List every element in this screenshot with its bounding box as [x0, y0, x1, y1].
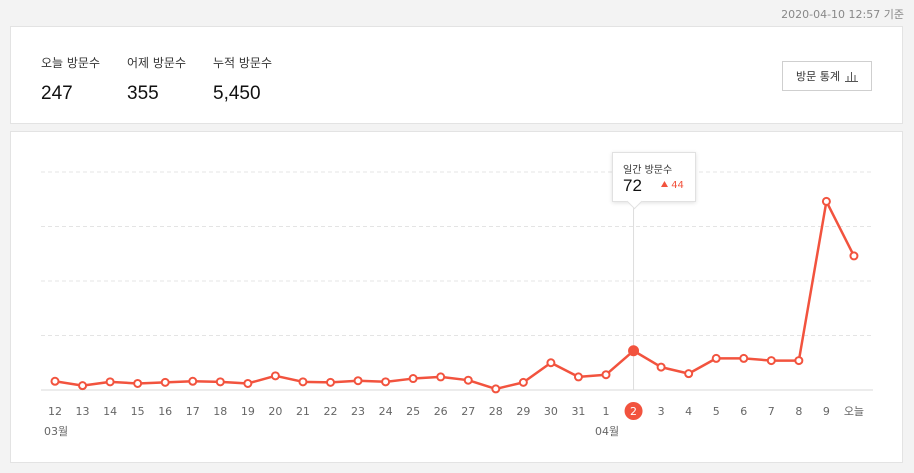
data-point	[133, 378, 143, 388]
stat-total: 누적 방문수 5,450	[213, 54, 272, 105]
series-line	[54, 200, 856, 391]
data-point	[298, 377, 308, 387]
data-point	[849, 251, 859, 261]
stats-card: 오늘 방문수 247 어제 방문수 355 누적 방문수 5,450 방문 통계	[10, 26, 903, 124]
data-point	[766, 356, 776, 366]
x-tick-label: 30	[544, 405, 558, 418]
x-tick-label: 25	[406, 405, 420, 418]
data-point	[160, 377, 170, 387]
data-point-highlight	[628, 345, 640, 357]
stat-value: 355	[127, 83, 159, 104]
data-point	[601, 370, 611, 380]
x-tick-label: 6	[740, 405, 747, 418]
x-tick-label: 24	[379, 405, 393, 418]
visit-stats-button[interactable]: 방문 통계	[782, 61, 872, 91]
data-point	[50, 376, 60, 386]
data-point	[436, 372, 446, 382]
selected-day-badge	[624, 402, 643, 420]
bar-chart-icon	[844, 71, 858, 82]
tooltip-title: 일간 방문수	[623, 165, 673, 176]
data-point	[188, 376, 198, 386]
data-point	[78, 381, 88, 391]
stat-today: 오늘 방문수 247	[41, 54, 100, 105]
x-tick-label: 23	[351, 405, 365, 418]
stat-label: 누적 방문수	[213, 56, 273, 70]
x-tick-label: 9	[823, 405, 830, 418]
stat-value: 5,450	[213, 83, 261, 104]
data-point	[381, 377, 391, 387]
up-triangle-icon	[661, 181, 668, 187]
data-point	[711, 353, 721, 363]
data-point	[105, 377, 115, 387]
month-label: 04월	[595, 425, 619, 438]
x-tick-label: 16	[158, 405, 172, 418]
data-point	[463, 375, 473, 385]
timestamp: 2020-04-10 12:57 기준	[781, 8, 904, 21]
x-tick-label: 13	[76, 405, 90, 418]
stat-label: 오늘 방문수	[41, 56, 101, 70]
x-tick-label: 2	[630, 405, 637, 418]
data-point	[326, 377, 335, 387]
data-point	[656, 362, 666, 372]
data-point	[243, 378, 253, 388]
chart-tooltip: 일간 방문수 72 44	[612, 152, 696, 202]
tooltip-value: 72	[623, 176, 642, 195]
chart-card: 12 13 14 15 16 17 18 19 20 21 22 23 24 25 26 27 28 29 30 31…	[10, 131, 903, 463]
x-tick-label: 8	[795, 405, 802, 418]
daily-visits-chart: 12 13 14 15 16 17 18 19 20 21 22 23 24 25 26 27 28 29 30 31…	[41, 171, 873, 438]
x-tick-label: 18	[213, 405, 227, 418]
data-point	[270, 371, 280, 381]
stat-label: 어제 방문수	[127, 56, 187, 70]
x-tick-label: 29	[516, 405, 530, 418]
x-tick-label: 20	[268, 405, 282, 418]
data-point	[215, 377, 225, 387]
x-tick-label: 15	[131, 405, 145, 418]
data-point	[794, 356, 804, 366]
x-tick-label: 7	[768, 405, 775, 418]
x-tick-label: 12	[48, 405, 62, 418]
x-tick-label: 17	[186, 405, 200, 418]
x-tick-label: 22	[324, 405, 338, 418]
x-tick-label: 28	[489, 405, 503, 418]
x-tick-label: 4	[685, 405, 692, 418]
x-tick-label: 1	[603, 405, 610, 418]
data-point	[518, 377, 528, 387]
x-tick-label: 27	[461, 405, 475, 418]
x-tick-label: 14	[103, 405, 117, 418]
x-tick-label: 19	[241, 405, 255, 418]
data-point	[491, 384, 501, 394]
data-point	[573, 372, 583, 382]
data-point	[684, 369, 694, 379]
data-point	[739, 353, 749, 363]
stat-value: 247	[41, 83, 73, 104]
x-tick-label: 5	[713, 405, 720, 418]
x-tick-label: 3	[658, 405, 665, 418]
x-tick-label: 26	[434, 405, 448, 418]
data-point	[546, 358, 556, 368]
data-point	[353, 376, 363, 386]
visit-stats-button-label: 방문 통계	[796, 70, 840, 83]
x-tick-label: 오늘	[844, 405, 864, 418]
data-point	[821, 196, 831, 206]
data-point	[408, 374, 418, 384]
month-label: 03월	[44, 425, 68, 438]
tooltip-delta: 44	[661, 180, 684, 191]
tooltip-delta-value: 44	[671, 180, 684, 191]
stat-yesterday: 어제 방문수 355	[127, 54, 186, 105]
x-tick-label: 21	[296, 405, 310, 418]
x-tick-label: 31	[571, 405, 585, 418]
